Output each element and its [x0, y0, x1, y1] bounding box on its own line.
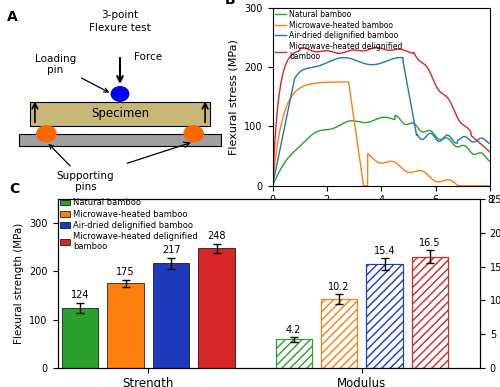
Microwave-heated delignified
bamboo	[376, 45, 382, 50]
Microwave-heated delignified
bamboo	[270, 183, 276, 188]
Microwave-heated delignified
bamboo	[280, 69, 286, 74]
Microwave-heated bamboo	[270, 183, 276, 188]
Line: Natural bamboo: Natural bamboo	[272, 115, 490, 186]
Bar	[19, 134, 221, 146]
Bar	[153, 263, 189, 368]
Air-dried delignified bamboo	[487, 141, 493, 146]
Bar	[276, 339, 312, 368]
Air-dried delignified bamboo	[441, 135, 447, 140]
Text: B: B	[224, 0, 235, 7]
Bar	[62, 308, 98, 368]
Text: Loading
pin: Loading pin	[35, 54, 108, 92]
Text: C: C	[9, 182, 19, 195]
Natural bamboo	[370, 118, 376, 123]
Microwave-heated delignified
bamboo	[441, 92, 447, 97]
Bar	[366, 264, 403, 368]
Bar	[412, 257, 448, 368]
Natural bamboo	[392, 113, 398, 118]
Text: 10.2: 10.2	[328, 282, 350, 292]
Y-axis label: Flexural strength (MPa): Flexural strength (MPa)	[14, 223, 24, 344]
Natural bamboo	[487, 159, 493, 164]
Bar	[366, 264, 403, 368]
Y-axis label: Flexural stress (MPa): Flexural stress (MPa)	[228, 39, 238, 155]
Text: Specimen: Specimen	[91, 107, 149, 120]
Microwave-heated delignified
bamboo	[374, 45, 380, 50]
Natural bamboo	[280, 162, 286, 166]
Circle shape	[36, 126, 56, 142]
Microwave-heated delignified
bamboo	[487, 150, 493, 154]
Microwave-heated delignified
bamboo	[480, 144, 486, 149]
Natural bamboo	[270, 183, 276, 188]
Microwave-heated bamboo	[370, 156, 376, 160]
Air-dried delignified bamboo	[480, 137, 486, 141]
Bar	[321, 299, 358, 368]
Circle shape	[112, 87, 128, 101]
Text: 15.4: 15.4	[374, 246, 396, 256]
Bar	[412, 257, 448, 368]
Text: 3-point: 3-point	[102, 10, 138, 20]
Natural bamboo	[481, 152, 487, 157]
X-axis label: Displacement (mm): Displacement (mm)	[326, 211, 436, 221]
Line: Microwave-heated delignified
bamboo: Microwave-heated delignified bamboo	[272, 48, 490, 186]
Air-dried delignified bamboo	[398, 55, 404, 60]
Circle shape	[184, 126, 204, 142]
Microwave-heated bamboo	[346, 80, 352, 84]
Text: 248: 248	[208, 231, 226, 241]
Microwave-heated bamboo	[441, 178, 447, 183]
Line: Microwave-heated bamboo: Microwave-heated bamboo	[272, 82, 490, 186]
Microwave-heated bamboo	[481, 183, 487, 188]
Bar	[108, 283, 144, 368]
Microwave-heated bamboo	[480, 183, 486, 188]
Air-dried delignified bamboo	[270, 183, 276, 188]
Microwave-heated delignified
bamboo	[481, 144, 487, 149]
Text: 217: 217	[162, 245, 180, 255]
Microwave-heated delignified
bamboo	[370, 46, 376, 51]
Text: 175: 175	[116, 267, 135, 277]
Bar	[30, 101, 210, 126]
Text: 16.5: 16.5	[420, 238, 441, 248]
Natural bamboo	[441, 136, 447, 141]
Microwave-heated bamboo	[487, 183, 493, 188]
Text: A: A	[8, 10, 18, 24]
Air-dried delignified bamboo	[280, 129, 286, 134]
Microwave-heated bamboo	[376, 160, 382, 165]
Text: 4.2: 4.2	[286, 325, 302, 335]
Text: Force: Force	[134, 52, 162, 62]
Bar	[276, 339, 312, 368]
Text: Flexure test: Flexure test	[89, 23, 151, 33]
Microwave-heated bamboo	[280, 113, 286, 117]
Legend: Natural bamboo, Microwave-heated bamboo, Air-dried delignified bamboo, Microwave: Natural bamboo, Microwave-heated bamboo,…	[60, 199, 198, 251]
Air-dried delignified bamboo	[481, 137, 487, 141]
Bar	[321, 299, 358, 368]
Natural bamboo	[376, 116, 382, 121]
Air-dried delignified bamboo	[376, 62, 382, 66]
Legend: Natural bamboo, Microwave-heated bamboo, Air-dried delignified bamboo, Microwave: Natural bamboo, Microwave-heated bamboo,…	[275, 10, 402, 61]
Air-dried delignified bamboo	[370, 62, 376, 67]
Line: Air-dried delignified bamboo: Air-dried delignified bamboo	[272, 58, 490, 186]
Text: 124: 124	[71, 290, 90, 300]
Natural bamboo	[480, 152, 486, 157]
Text: Supporting
pins: Supporting pins	[50, 145, 114, 192]
Bar	[198, 248, 234, 368]
